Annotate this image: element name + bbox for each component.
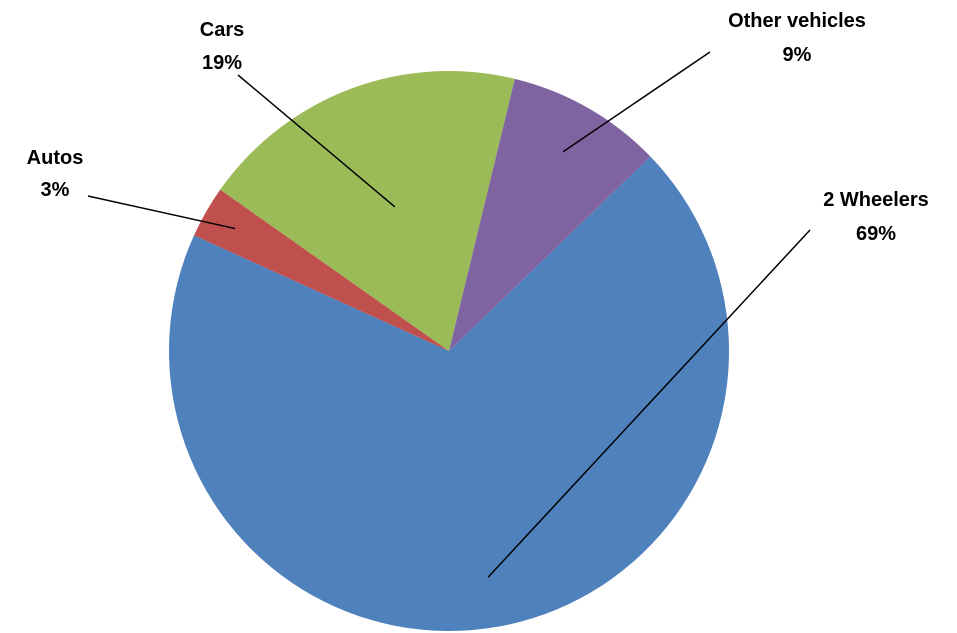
pie-slices xyxy=(169,70,730,632)
cars-percent-label: 19% xyxy=(202,52,242,74)
autos-leader-line xyxy=(87,195,236,230)
cars-leader-line xyxy=(237,74,396,208)
two-wheelers-percent-label: 69% xyxy=(856,223,896,245)
other-vehicles-slice xyxy=(449,78,651,351)
other-vehicles-leader-line xyxy=(562,51,711,153)
autos-category-label: Autos xyxy=(27,147,84,169)
leader-lines xyxy=(87,51,811,578)
other-vehicles-percent-label: 9% xyxy=(783,44,812,66)
autos-slice xyxy=(194,189,449,351)
two-wheelers-category-label: 2 Wheelers xyxy=(823,189,929,211)
two-wheelers-slice xyxy=(169,156,730,632)
cars-category-label: Cars xyxy=(200,19,244,41)
other-vehicles-category-label: Other vehicles xyxy=(728,10,866,32)
autos-percent-label: 3% xyxy=(41,179,70,201)
cars-slice xyxy=(220,70,515,351)
two-wheelers-leader-line xyxy=(487,229,811,578)
